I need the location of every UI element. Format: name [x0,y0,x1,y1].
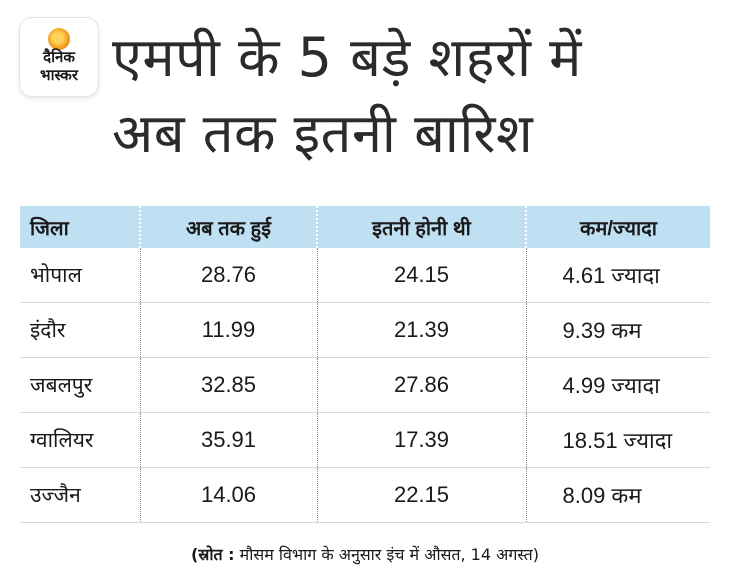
page-title: एमपी के 5 बड़े शहरों में अब तक इतनी बारि… [112,20,712,172]
diff-cell: 8.09 कम [525,467,710,523]
logo-line-2: भास्कर [40,66,78,84]
so-far-cell: 35.91 [139,412,317,468]
table-row: इंदौर 11.99 21.39 9.39 कम [20,302,710,358]
table-row: भोपाल 28.76 24.15 4.61 ज्यादा [20,248,710,303]
so-far-cell: 32.85 [139,357,317,413]
dainik-bhaskar-logo: दैनिक भास्कर [20,18,98,96]
district-cell: इंदौर [20,302,140,358]
district-cell: ग्वालियर [20,412,140,468]
source-note: (स्रोत : मौसम विभाग के अनुसार इंच में औस… [0,543,730,565]
header-expected: इतनी होनी थी [316,206,526,248]
source-label: (स्रोत : [191,545,235,564]
table-row: जबलपुर 32.85 27.86 4.99 ज्यादा [20,357,710,413]
diff-cell: 4.61 ज्यादा [525,248,710,303]
logo-line-1: दैनिक [43,48,75,66]
header-difference: कम/ज्यादा [525,206,710,248]
header-so-far: अब तक हुई [139,206,317,248]
expected-cell: 17.39 [316,412,526,468]
title-line-1: एमपी के 5 बड़े शहरों में [112,26,582,89]
diff-cell: 4.99 ज्यादा [525,357,710,413]
table-row: ग्वालियर 35.91 17.39 18.51 ज्यादा [20,412,710,468]
expected-cell: 22.15 [316,467,526,523]
table-row: उज्जैन 14.06 22.15 8.09 कम [20,467,710,523]
sun-icon [48,28,70,50]
source-text: मौसम विभाग के अनुसार इंच में औसत, 14 अगस… [234,545,539,564]
expected-cell: 24.15 [316,248,526,303]
district-cell: भोपाल [20,248,140,303]
so-far-cell: 14.06 [139,467,317,523]
expected-cell: 21.39 [316,302,526,358]
rainfall-table: जिला अब तक हुई इतनी होनी थी कम/ज्यादा भो… [20,206,710,523]
expected-cell: 27.86 [316,357,526,413]
diff-cell: 18.51 ज्यादा [525,412,710,468]
so-far-cell: 28.76 [139,248,317,303]
table-header-row: जिला अब तक हुई इतनी होनी थी कम/ज्यादा [20,206,710,248]
title-line-2: अब तक इतनी बारिश [112,102,534,165]
district-cell: उज्जैन [20,467,140,523]
so-far-cell: 11.99 [139,302,317,358]
header-district: जिला [20,206,140,248]
diff-cell: 9.39 कम [525,302,710,358]
district-cell: जबलपुर [20,357,140,413]
